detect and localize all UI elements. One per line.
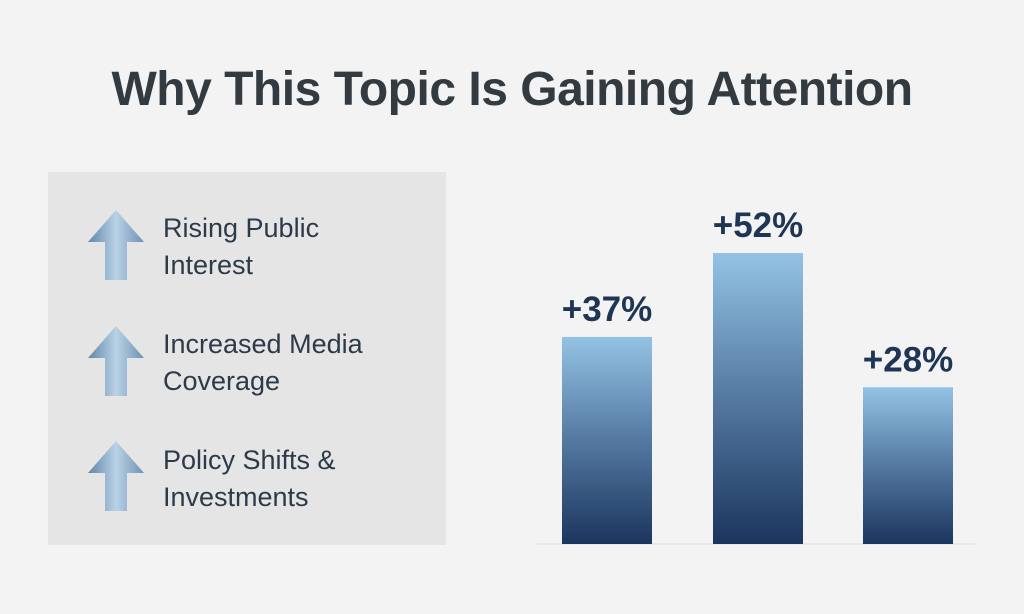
- highlight-text: Policy Shifts & Investments: [163, 445, 336, 512]
- bar: [713, 253, 803, 544]
- bar: [562, 336, 652, 544]
- title: Why This Topic Is Gaining Attention: [111, 63, 913, 116]
- highlights-panel: Rising Public Interest Increased Media C…: [48, 172, 446, 545]
- arrow-icon: [88, 326, 144, 396]
- value-label: +37%: [562, 290, 653, 329]
- chart: +37% +52% +28%: [537, 206, 975, 545]
- highlight-text: Rising Public Interest: [163, 213, 320, 280]
- highlight-text: Increased Media Coverage: [163, 329, 363, 396]
- value-label: +28%: [863, 340, 954, 379]
- arrow-icon: [88, 210, 144, 280]
- bar: [863, 387, 953, 544]
- arrow-icon: [88, 441, 144, 511]
- value-label: +52%: [713, 206, 804, 245]
